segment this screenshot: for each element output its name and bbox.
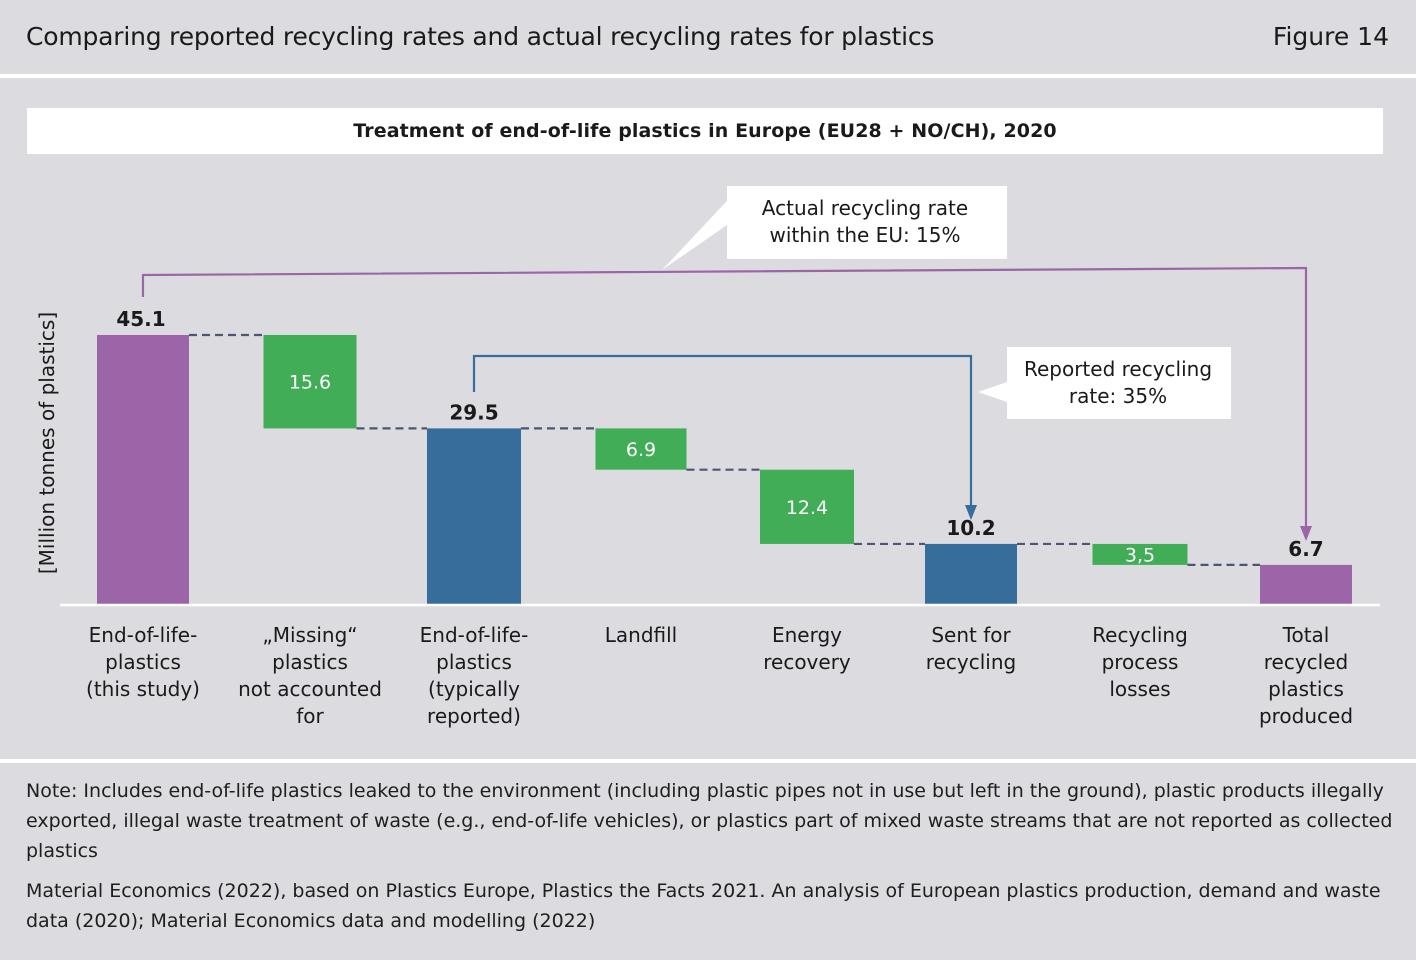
chart-title-box: Treatment of end-of-life plastics in Eur… — [27, 108, 1383, 154]
bar — [427, 428, 521, 605]
reported-rate-arrowhead — [965, 505, 977, 520]
category-label: End-of-life- — [89, 623, 198, 647]
category-label: plastics — [436, 650, 512, 674]
bar — [1260, 564, 1352, 605]
figure-label: Figure 14 — [1272, 22, 1389, 51]
bar — [595, 428, 687, 470]
category-label: recycling — [926, 650, 1016, 674]
category-label: (this study) — [86, 677, 200, 701]
value-label: 6.9 — [626, 439, 656, 461]
category-label: (typically — [428, 677, 520, 701]
category-label: Total — [1282, 623, 1330, 647]
category-label: plastics — [272, 650, 348, 674]
waterfall-chart: 45.115.629.56.912.410.23,5 6.7End-of-life… — [35, 186, 1380, 728]
page-title: Comparing reported recycling rates and a… — [26, 22, 935, 51]
bar — [1092, 543, 1188, 565]
category-label: not accounted — [238, 677, 382, 701]
actual-rate-text: Actual recycling rate — [762, 196, 968, 220]
category-label: produced — [1259, 704, 1353, 728]
category-label: plastics — [105, 650, 181, 674]
category-label: Landfill — [605, 623, 677, 647]
category-label: recycled — [1264, 650, 1348, 674]
category-label: losses — [1109, 677, 1170, 701]
category-label: process — [1102, 650, 1179, 674]
category-label: for — [296, 704, 324, 728]
note-text: Note: Includes end-of-life plastics leak… — [26, 780, 1393, 862]
bar — [760, 469, 854, 544]
value-label: 45.1 — [116, 307, 165, 331]
actual-rate-bracket — [141, 266, 1308, 528]
y-axis-label: [Million tonnes of plastics] — [35, 312, 59, 574]
category-label: Energy — [772, 623, 842, 647]
category-label: End-of-life- — [420, 623, 529, 647]
reported-rate-callout — [978, 347, 1231, 419]
category-label: plastics — [1268, 677, 1344, 701]
source-text: Material Economics (2022), based on Plas… — [26, 880, 1381, 932]
category-label: Sent for — [931, 623, 1011, 647]
bar — [925, 543, 1017, 605]
value-label: 3,5 — [1125, 544, 1155, 566]
value-label: 29.5 — [449, 400, 498, 424]
category-label: recovery — [763, 650, 851, 674]
bar — [263, 335, 357, 429]
value-label: 12.4 — [786, 497, 828, 519]
category-label: Recycling — [1092, 623, 1188, 647]
reported-rate-bracket — [472, 354, 973, 505]
notes: Note: Includes end-of-life plastics leak… — [26, 776, 1396, 946]
category-label: „Missing“ — [262, 623, 357, 647]
actual-rate-arrowhead — [1300, 526, 1312, 541]
chart-title: Treatment of end-of-life plastics in Eur… — [353, 120, 1057, 142]
actual-rate-callout — [662, 186, 1007, 270]
category-label: reported) — [427, 704, 521, 728]
bottom-divider — [0, 759, 1416, 763]
value-label: 15.6 — [289, 372, 331, 394]
reported-rate-text: rate: 35% — [1069, 384, 1167, 408]
reported-rate-text: Reported recycling — [1024, 357, 1212, 381]
header: Comparing reported recycling rates and a… — [0, 0, 1416, 74]
top-divider — [0, 74, 1416, 78]
bar — [97, 335, 189, 605]
actual-rate-text: within the EU: 15% — [769, 223, 960, 247]
